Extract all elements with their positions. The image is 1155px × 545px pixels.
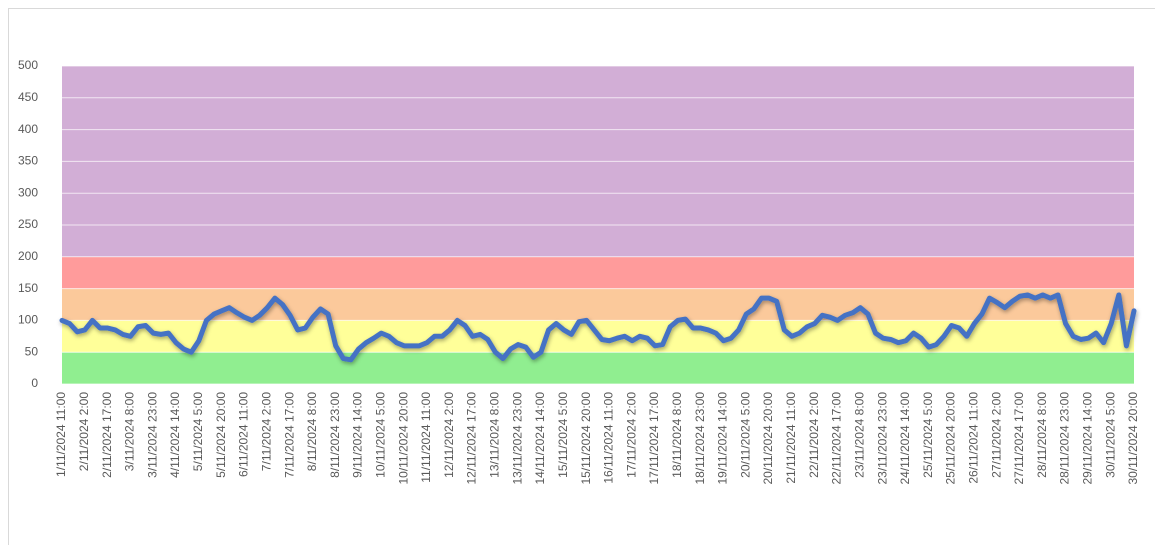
x-tick-label: 27/11/2024 17:00	[1012, 392, 1026, 485]
x-tick-label: 22/11/2024 2:00	[807, 392, 821, 478]
x-tick-label: 8/11/2024 8:00	[305, 392, 319, 472]
x-tick-label: 4/11/2024 14:00	[168, 392, 182, 478]
x-tick-label: 30/11/2024 5:00	[1103, 392, 1117, 478]
x-tick-label: 15/11/2024 20:00	[579, 392, 593, 485]
x-tick-label: 18/11/2024 23:00	[693, 392, 707, 485]
y-tick-label: 0	[31, 376, 38, 390]
x-tick-label: 11/11/2024 11:00	[419, 392, 433, 483]
x-tick-label: 13/11/2024 8:00	[488, 392, 502, 478]
x-tick-label: 17/11/2024 17:00	[647, 392, 661, 485]
y-tick-label: 200	[18, 249, 38, 263]
x-tick-label: 21/11/2024 11:00	[784, 392, 798, 484]
x-tick-label: 24/11/2024 14:00	[898, 392, 912, 485]
x-tick-label: 12/11/2024 17:00	[465, 392, 479, 485]
x-tick-label: 9/11/2024 14:00	[351, 392, 365, 478]
x-tick-label: 3/11/2024 8:00	[123, 392, 137, 472]
band	[62, 256, 1134, 289]
y-tick-label: 50	[25, 344, 39, 358]
x-tick-label: 18/11/2024 8:00	[670, 392, 684, 478]
x-tick-label: 7/11/2024 17:00	[282, 392, 296, 478]
y-tick-label: 450	[18, 90, 38, 104]
x-tick-label: 29/11/2024 14:00	[1081, 392, 1095, 485]
x-tick-label: 5/11/2024 5:00	[191, 392, 205, 472]
y-tick-label: 300	[18, 185, 38, 199]
x-tick-label: 10/11/2024 20:00	[396, 392, 410, 485]
x-tick-label: 15/11/2024 5:00	[556, 392, 570, 478]
x-tick-label: 5/11/2024 20:00	[214, 392, 228, 478]
x-tick-label: 8/11/2024 23:00	[328, 392, 342, 478]
x-tick-label: 14/11/2024 14:00	[533, 392, 547, 485]
x-tick-label: 23/11/2024 8:00	[852, 392, 866, 478]
y-tick-label: 350	[18, 154, 38, 168]
x-tick-label: 20/11/2024 5:00	[738, 392, 752, 478]
x-tick-label: 17/11/2024 2:00	[624, 392, 638, 478]
y-tick-label: 500	[18, 58, 38, 72]
data-line	[59, 292, 1137, 363]
x-tick-label: 10/11/2024 5:00	[373, 392, 387, 478]
x-tick-label: 2/11/2024 2:00	[77, 392, 91, 472]
chart-border	[8, 8, 1155, 545]
x-tick-label: 22/11/2024 17:00	[830, 392, 844, 485]
x-tick-label: 25/11/2024 5:00	[921, 392, 935, 478]
x-tick-label: 28/11/2024 8:00	[1035, 392, 1049, 478]
x-tick-label: 23/11/2024 23:00	[875, 392, 889, 485]
x-tick-label: 3/11/2024 23:00	[145, 392, 159, 478]
x-tick-label: 13/11/2024 23:00	[510, 392, 524, 485]
x-tick-label: 25/11/2024 20:00	[944, 392, 958, 485]
x-tick-label: 28/11/2024 23:00	[1058, 392, 1072, 485]
x-tick-label: 30/11/2024 20:00	[1126, 392, 1140, 485]
x-tick-label: 20/11/2024 20:00	[761, 392, 775, 485]
y-tick-label: 400	[18, 122, 38, 136]
x-tick-label: 1/11/2024 11:00	[54, 392, 68, 477]
y-tick-label: 250	[18, 217, 38, 231]
x-tick-label: 12/11/2024 2:00	[442, 392, 456, 478]
band	[62, 288, 1134, 321]
x-tick-label: 6/11/2024 11:00	[237, 392, 251, 477]
band	[62, 352, 1134, 384]
x-tick-label: 26/11/2024 11:00	[967, 392, 981, 484]
y-tick-label: 100	[18, 313, 38, 327]
x-tick-label: 27/11/2024 2:00	[989, 392, 1003, 478]
x-tick-label: 16/11/2024 11:00	[602, 392, 616, 484]
x-tick-label: 2/11/2024 17:00	[100, 392, 114, 478]
y-tick-label: 150	[18, 281, 38, 295]
x-tick-label: 19/11/2024 14:00	[716, 392, 730, 485]
x-tick-label: 7/11/2024 2:00	[259, 392, 273, 472]
